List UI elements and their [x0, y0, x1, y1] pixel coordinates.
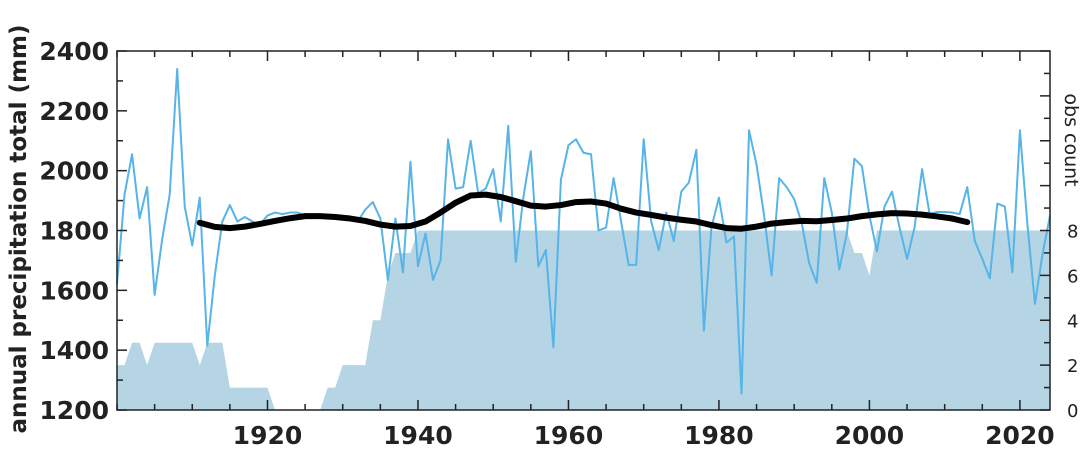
- y-tick-label: 1200: [39, 396, 109, 425]
- annual-precipitation-layer: [116, 67, 1051, 395]
- y-tick-label: 2200: [39, 97, 109, 126]
- smoothed-precipitation-layer: [196, 191, 971, 232]
- y-tick-label: 1800: [39, 217, 109, 246]
- y2-tick-label: 0: [1067, 401, 1078, 422]
- smoothed-precipitation-line: [196, 191, 971, 232]
- y-tick-label: 2000: [39, 157, 109, 186]
- y2-tick-label: 4: [1067, 311, 1078, 332]
- y2-tick-label: 8: [1067, 222, 1078, 243]
- obs-count-area: [117, 230, 1050, 410]
- y-tick-label: 2400: [39, 37, 109, 66]
- x-tick-label: 1940: [383, 421, 453, 450]
- y-tick-label: 1600: [39, 276, 109, 305]
- tick-label-layer: 1200 1400 1600 1800 2000 2200 2400 1920 1940 1960…: [39, 37, 1078, 450]
- y-tick-label: 1400: [39, 336, 109, 365]
- y-axis-title: annual precipitation total (mm): [6, 24, 32, 433]
- y2-axis-title: obs count: [1060, 93, 1082, 186]
- x-tick-label: 1980: [684, 421, 754, 450]
- y2-tick-label: 2: [1067, 356, 1078, 377]
- tick-layer: [116, 50, 1050, 411]
- x-tick-label: 1960: [534, 421, 604, 450]
- x-tick-label: 2020: [985, 421, 1055, 450]
- y2-tick-label: 6: [1067, 266, 1078, 287]
- obs-count-area-layer: [117, 230, 1050, 410]
- annual-precipitation-line: [116, 67, 1051, 395]
- x-tick-label: 2000: [835, 421, 905, 450]
- x-tick-label: 1920: [233, 421, 303, 450]
